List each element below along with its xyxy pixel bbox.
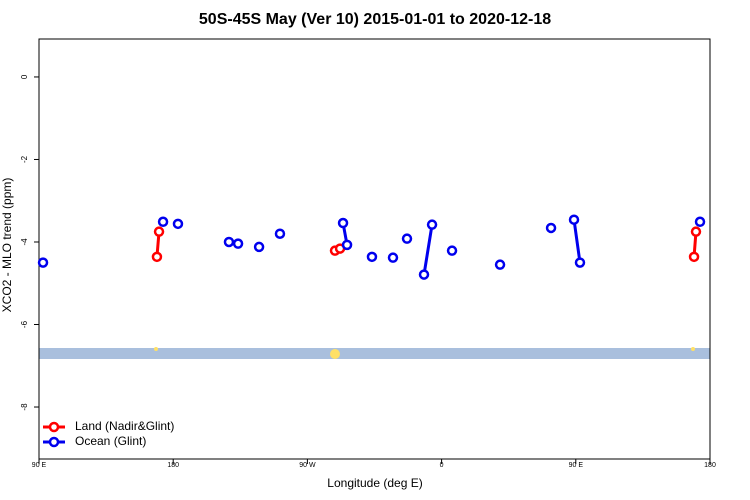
legend-label: Land (Nadir&Glint) [75, 419, 174, 433]
point [157, 216, 169, 228]
x-tick-label: 0 [440, 462, 444, 469]
point [232, 238, 244, 249]
point [253, 241, 265, 253]
chart-title: 50S-45S May (Ver 10) 2015-01-01 to 2020-… [199, 11, 551, 28]
point [366, 251, 378, 263]
point [151, 251, 163, 263]
x-tick-label: 90 W [299, 462, 316, 469]
point [37, 257, 49, 268]
y-tick-label: -6 [20, 320, 29, 328]
point [223, 236, 235, 248]
point [574, 257, 586, 268]
y-tick-label: -2 [20, 155, 29, 163]
y-tick-label: 0 [20, 74, 29, 79]
point [426, 219, 438, 230]
point [418, 269, 430, 280]
point [172, 218, 184, 230]
point [694, 216, 706, 228]
legend-marker [48, 436, 60, 448]
coverage-dot [154, 347, 158, 351]
point [690, 226, 702, 237]
y-tick-label: -4 [20, 238, 29, 246]
y-axis-label: XCO2 - MLO trend (ppm) [0, 178, 14, 313]
point [274, 228, 286, 239]
coverage-dot [691, 347, 695, 351]
point [545, 222, 557, 234]
legend-marker [48, 421, 60, 433]
plot-frame [38, 38, 711, 460]
point [341, 239, 353, 251]
point [494, 259, 506, 270]
point [337, 217, 349, 229]
x-tick-label: 180 [704, 462, 716, 469]
point [688, 251, 700, 263]
coverage-dot [330, 349, 340, 359]
x-axis-label: Longitude (deg E) [327, 476, 422, 490]
point [387, 252, 399, 263]
x-tick-label: 90 E [569, 462, 584, 469]
y-tick-label: -8 [20, 403, 29, 411]
point [401, 233, 413, 244]
point [153, 226, 165, 237]
legend-label: Ocean (Glint) [75, 434, 146, 448]
x-tick-label: 180 [167, 462, 179, 469]
point [568, 214, 580, 225]
point [446, 245, 458, 256]
series-line [343, 220, 700, 275]
coverage-band [39, 348, 710, 359]
x-tick-label: 90 E [32, 462, 47, 469]
